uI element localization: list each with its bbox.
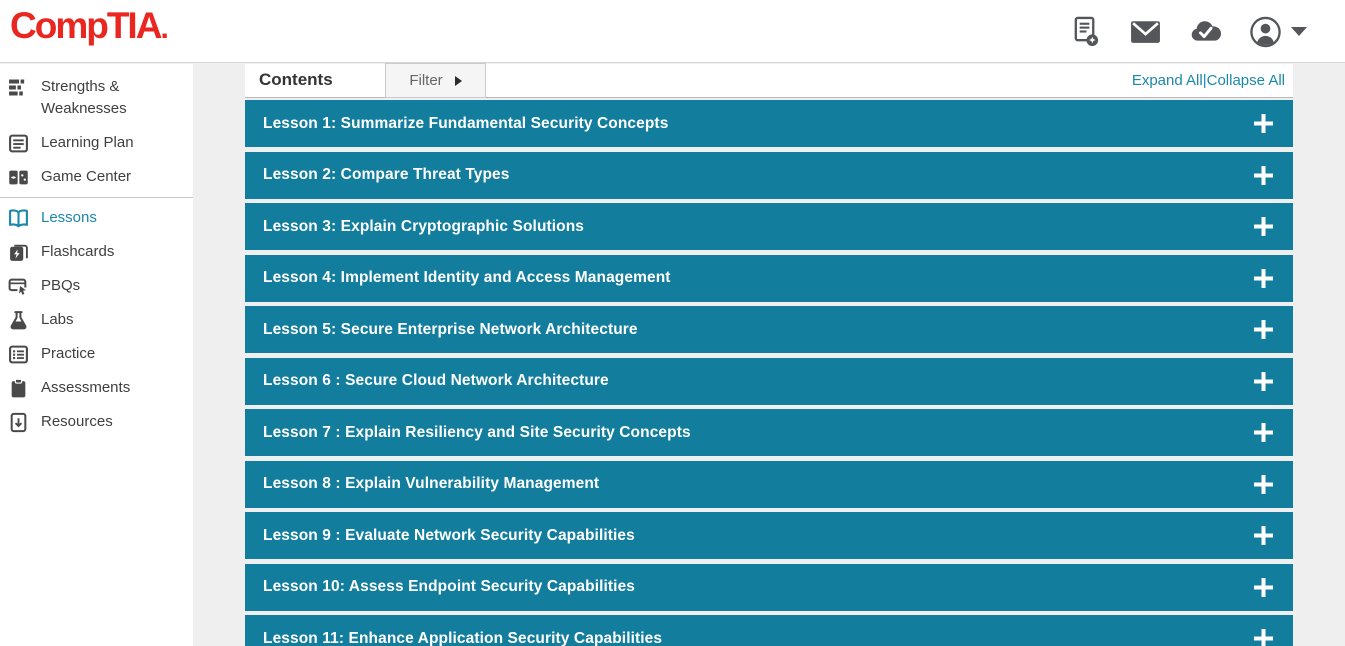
- links-separator: |: [1202, 72, 1207, 89]
- lesson-title: Lesson 2: Compare Threat Types: [263, 166, 510, 183]
- account-avatar-icon[interactable]: [1249, 15, 1282, 48]
- expand-plus-icon[interactable]: [1254, 268, 1273, 288]
- top-header: CompTIA.: [0, 0, 1345, 63]
- lesson-row[interactable]: Lesson 4: Implement Identity and Access …: [245, 254, 1293, 302]
- sidebar-item-labs[interactable]: Labs: [0, 303, 193, 337]
- expand-plus-icon[interactable]: [1254, 577, 1273, 597]
- contents-header: Contents Filter Expand All|Collapse All: [245, 63, 1293, 98]
- main-content: Contents Filter Expand All|Collapse All …: [245, 63, 1293, 646]
- strengths-weaknesses-icon: [8, 77, 30, 98]
- sidebar-item-learning-plan[interactable]: Learning Plan: [0, 126, 193, 160]
- lesson-title: Lesson 9 : Evaluate Network Security Cap…: [263, 526, 635, 544]
- lesson-row[interactable]: Lesson 7 : Explain Resiliency and Site S…: [245, 409, 1293, 456]
- caret-down-icon[interactable]: [1291, 27, 1307, 36]
- sidebar-item-label: Practice: [41, 345, 96, 362]
- sidebar-item-label: Game Center: [41, 168, 132, 185]
- pbqs-icon: [8, 276, 30, 297]
- sidebar-item-label: PBQs: [41, 277, 81, 294]
- header-icon-group: [1069, 15, 1307, 48]
- lesson-title: Lesson 6 : Secure Cloud Network Architec…: [263, 372, 609, 389]
- lesson-title: Lesson 3: Explain Cryptographic Solution…: [263, 217, 585, 235]
- comptia-logo[interactable]: CompTIA.: [10, 7, 169, 44]
- lesson-title: Lesson 7 : Explain Resiliency and Site S…: [263, 423, 691, 441]
- lesson-row[interactable]: Lesson 1: Summarize Fundamental Security…: [245, 100, 1293, 147]
- expand-plus-icon[interactable]: [1254, 217, 1273, 236]
- sidebar-item-label: Labs: [41, 311, 74, 328]
- expand-collapse-links: Expand All|Collapse All: [1132, 72, 1285, 89]
- lesson-title: Lesson 8 : Explain Vulnerability Managem…: [263, 475, 600, 492]
- sidebar-item-game-center[interactable]: Game Center: [0, 160, 193, 194]
- cloud-sync-check-icon[interactable]: [1189, 15, 1222, 48]
- collapse-all-link[interactable]: Collapse All: [1206, 72, 1285, 89]
- account-menu[interactable]: [1249, 15, 1307, 48]
- expand-plus-icon[interactable]: [1254, 474, 1273, 494]
- sidebar-item-label: Assessments: [41, 379, 131, 396]
- expand-plus-icon[interactable]: [1254, 526, 1273, 545]
- game-center-icon: [8, 167, 30, 188]
- expand-plus-icon[interactable]: [1254, 320, 1273, 339]
- lesson-row[interactable]: Lesson 6 : Secure Cloud Network Architec…: [245, 357, 1293, 405]
- lesson-row[interactable]: Lesson 3: Explain Cryptographic Solution…: [245, 203, 1293, 250]
- sidebar-item-practice[interactable]: Practice: [0, 337, 193, 371]
- survey-document-icon[interactable]: [1069, 15, 1102, 48]
- sidebar-item-label: Learning Plan: [41, 134, 134, 151]
- sidebar-item-lessons[interactable]: Lessons: [0, 201, 193, 235]
- filter-caret-icon: [454, 75, 462, 86]
- resources-download-icon: [8, 412, 30, 433]
- sidebar-divider: [0, 197, 193, 198]
- messages-envelope-icon[interactable]: [1129, 15, 1162, 48]
- lesson-title: Lesson 10: Assess Endpoint Security Capa…: [263, 578, 636, 595]
- logo-text: CompTIA: [10, 5, 162, 46]
- labs-flask-icon: [8, 310, 30, 331]
- lessons-book-icon: [8, 208, 30, 229]
- assessments-clipboard-icon: [8, 378, 30, 399]
- expand-plus-icon[interactable]: [1254, 371, 1273, 391]
- expand-plus-icon[interactable]: [1254, 423, 1273, 442]
- expand-plus-icon[interactable]: [1254, 629, 1273, 646]
- lesson-accordion-list: Lesson 1: Summarize Fundamental Security…: [245, 100, 1293, 646]
- filter-button[interactable]: Filter: [385, 63, 486, 98]
- lesson-row[interactable]: Lesson 9 : Evaluate Network Security Cap…: [245, 512, 1293, 559]
- lesson-title: Lesson 5: Secure Enterprise Network Arch…: [263, 320, 638, 338]
- lesson-title: Lesson 4: Implement Identity and Access …: [263, 269, 671, 286]
- practice-list-icon: [8, 344, 30, 365]
- lesson-title: Lesson 1: Summarize Fundamental Security…: [263, 114, 669, 132]
- sidebar-item-resources[interactable]: Resources: [0, 405, 193, 439]
- filter-label: Filter: [409, 72, 443, 89]
- expand-all-link[interactable]: Expand All: [1131, 72, 1203, 89]
- logo-dot: .: [160, 12, 169, 45]
- sidebar-item-flashcards[interactable]: Flashcards: [0, 235, 193, 269]
- expand-plus-icon[interactable]: [1254, 114, 1273, 133]
- lesson-row[interactable]: Lesson 8 : Explain Vulnerability Managem…: [245, 460, 1293, 508]
- expand-plus-icon[interactable]: [1254, 165, 1273, 185]
- sidebar-item-label: Lessons: [41, 209, 97, 226]
- lesson-row[interactable]: Lesson 10: Assess Endpoint Security Capa…: [245, 563, 1293, 611]
- sidebar-item-strengths-weaknesses[interactable]: Strengths & Weaknesses: [0, 70, 193, 126]
- page-title: Contents: [259, 70, 333, 89]
- sidebar-item-label: Flashcards: [41, 243, 115, 260]
- lesson-row[interactable]: Lesson 2: Compare Threat Types: [245, 151, 1293, 199]
- sidebar-item-label: Resources: [41, 413, 113, 430]
- sidebar-item-assessments[interactable]: Assessments: [0, 371, 193, 405]
- lesson-title: Lesson 11: Enhance Application Security …: [263, 629, 663, 646]
- sidebar-item-label: Strengths & Weaknesses: [41, 78, 127, 117]
- lesson-row[interactable]: Lesson 5: Secure Enterprise Network Arch…: [245, 306, 1293, 353]
- learning-plan-icon: [8, 133, 30, 154]
- sidebar-item-pbqs[interactable]: PBQs: [0, 269, 193, 303]
- flashcards-icon: [8, 242, 30, 263]
- lesson-row[interactable]: Lesson 11: Enhance Application Security …: [245, 615, 1293, 646]
- sidebar: Strengths & Weaknesses Learning Plan Gam…: [0, 64, 193, 646]
